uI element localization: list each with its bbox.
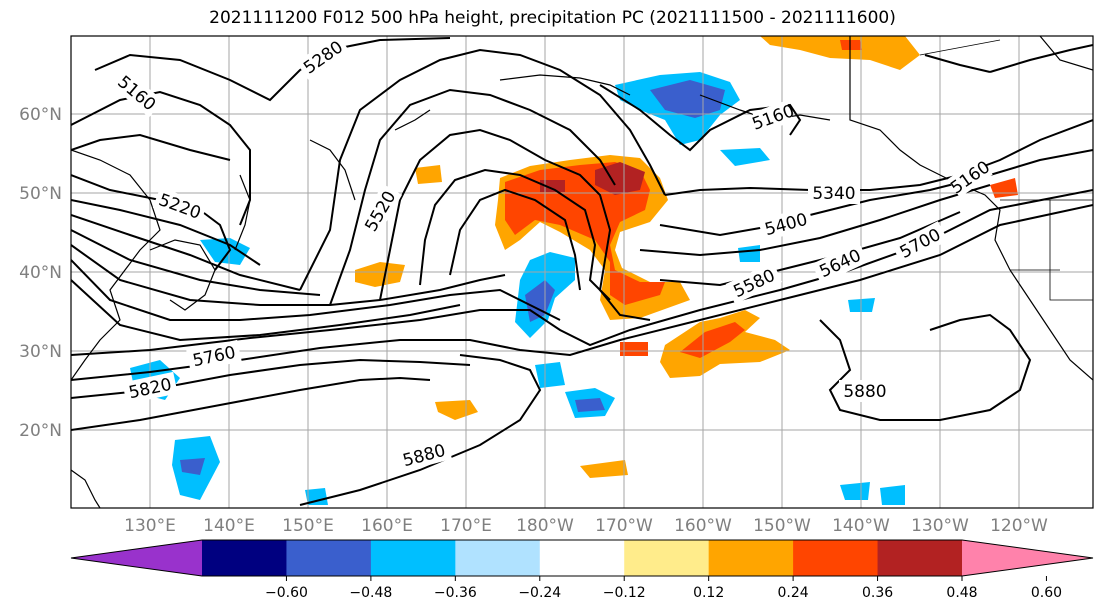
lon-label: 170°E xyxy=(440,516,492,536)
colorbar-segment xyxy=(455,540,541,576)
colorbar-tick-label: −0.12 xyxy=(603,585,646,601)
lon-label: 120°W xyxy=(990,516,1048,536)
lat-labels: 60°N 50°N 40°N 30°N 20°N xyxy=(19,105,62,441)
colorbar-segment xyxy=(877,540,963,576)
lon-label: 150°W xyxy=(753,516,811,536)
contour-label: 5880 xyxy=(843,382,886,402)
lon-label: 170°W xyxy=(595,516,653,536)
lon-label: 140°E xyxy=(203,516,255,536)
map-frame xyxy=(70,35,1094,509)
lat-label: 30°N xyxy=(19,342,62,362)
colorbar-tick-label: 0.24 xyxy=(778,585,809,601)
colorbar-tick-label: 0.36 xyxy=(862,585,893,601)
height-contours xyxy=(71,37,1093,506)
colorbar-segment xyxy=(793,540,879,576)
colorbar-tick-label: −0.36 xyxy=(434,585,477,601)
colorbar-segment xyxy=(202,540,287,576)
colorbar-tick-label: 0.48 xyxy=(946,585,977,601)
colorbar-tick-label: −0.48 xyxy=(349,585,392,601)
colorbar-segment xyxy=(708,540,794,576)
colorbar-tick-label: 0.60 xyxy=(1031,585,1062,601)
precip-shading xyxy=(130,36,1018,505)
lon-label: 160°E xyxy=(361,516,413,536)
colorbar-segment xyxy=(71,540,202,576)
lat-label: 40°N xyxy=(19,263,62,283)
lat-label: 60°N xyxy=(19,105,62,125)
lon-label: 160°W xyxy=(674,516,732,536)
lon-label: 150°E xyxy=(282,516,334,536)
colorbar-segment xyxy=(286,540,372,576)
colorbar-tick-label: 0.12 xyxy=(693,585,724,601)
lon-label: 130°E xyxy=(124,516,176,536)
lon-label: 180°W xyxy=(516,516,574,536)
contour-label: 5340 xyxy=(812,184,855,204)
colorbar-outline xyxy=(70,539,1094,577)
borders xyxy=(919,39,1093,301)
colorbar-labels: −0.60 −0.48 −0.36 −0.24 −0.12 0.12 0.24 0.36 0.4… xyxy=(265,576,1062,601)
lat-label: 50°N xyxy=(19,184,62,204)
lat-label: 20°N xyxy=(19,421,62,441)
lon-labels: 130°E 140°E 150°E 160°E 170°E 180°W 170°… xyxy=(124,516,1048,536)
colorbar-segment xyxy=(962,540,1093,576)
map-title: 2021111200 F012 500 hPa height, precipit… xyxy=(209,8,896,28)
colorbar xyxy=(70,539,1094,577)
lon-label: 140°W xyxy=(832,516,890,536)
colorbar-segment xyxy=(539,540,625,576)
colorbar-segment xyxy=(624,540,710,576)
lon-label: 130°W xyxy=(911,516,969,536)
colorbar-segment xyxy=(370,540,456,576)
colorbar-tick-label: −0.60 xyxy=(265,585,308,601)
colorbar-tick-label: −0.24 xyxy=(518,585,561,601)
